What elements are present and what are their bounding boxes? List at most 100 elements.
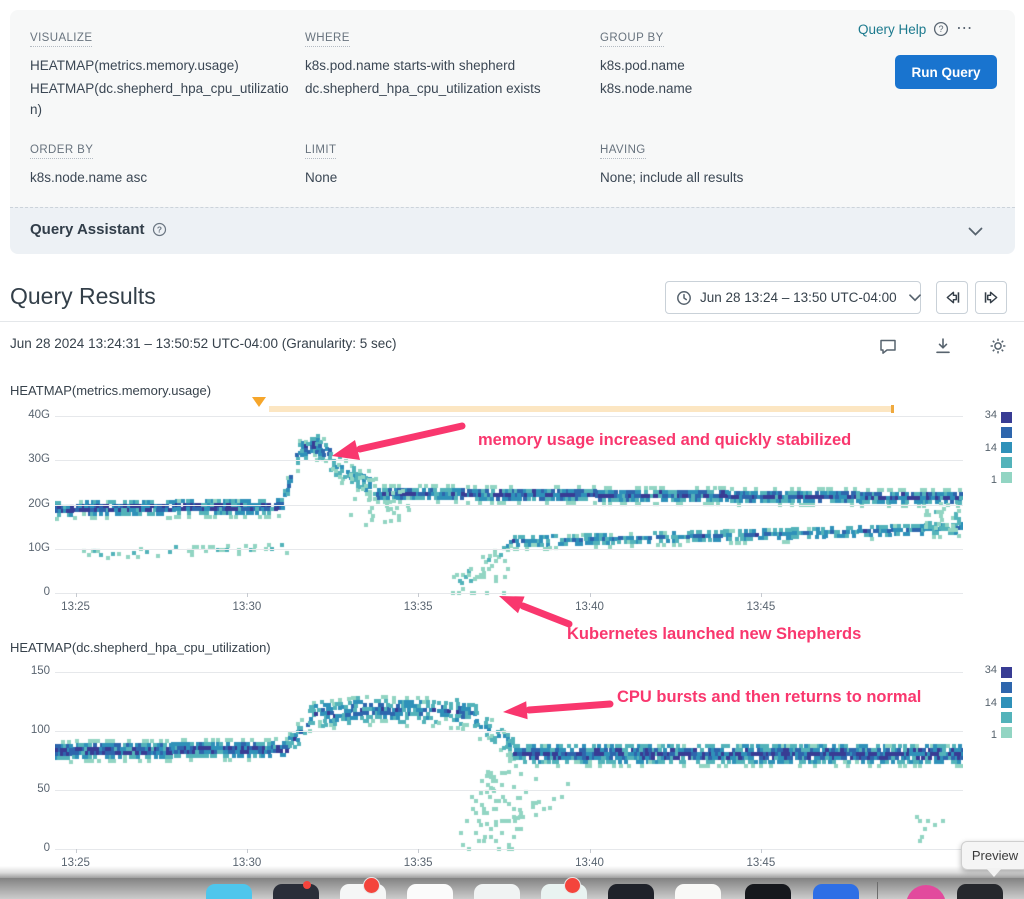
download-icon[interactable] xyxy=(933,336,953,356)
annotation-launch: Kubernetes launched new Shepherds xyxy=(567,625,862,643)
clock-icon xyxy=(676,290,692,306)
having-label: HAVING xyxy=(600,144,646,159)
visualize-item[interactable]: HEATMAP(dc.shepherd_hpa_cpu_utilization) xyxy=(30,81,289,117)
macos-dock xyxy=(0,877,1024,899)
annotation-arrow xyxy=(499,596,573,628)
time-marker-icon xyxy=(252,397,266,407)
help-circle-icon: ? xyxy=(152,222,167,237)
notification-badge xyxy=(303,881,311,889)
comment-icon[interactable] xyxy=(878,336,898,356)
y-tick-label: 40G xyxy=(28,409,50,421)
y-tick-label: 100 xyxy=(30,724,50,736)
annotation-memory: memory usage increased and quickly stabi… xyxy=(478,431,852,449)
heatmap-canvas-cpu[interactable] xyxy=(55,664,963,855)
dock-tooltip-pointer xyxy=(986,868,1002,877)
dock-app-icon[interactable] xyxy=(474,884,520,899)
dock-app-icon[interactable] xyxy=(813,884,859,899)
page-title: Query Results xyxy=(10,283,156,309)
divider xyxy=(0,321,1024,322)
query-builder-panel: VISUALIZE HEATMAP(metrics.memory.usage) … xyxy=(10,10,1015,254)
query-assistant-label: Query Assistant xyxy=(30,221,145,238)
time-range-selector[interactable]: Jun 28 13:24 – 13:50 UTC-04:00 xyxy=(665,281,921,314)
more-options-icon[interactable]: ⋯ xyxy=(956,20,974,37)
where-item[interactable]: dc.shepherd_hpa_cpu_utilization exists xyxy=(305,81,541,96)
legend-swatch xyxy=(1001,427,1012,438)
x-tick-label: 13:40 xyxy=(575,601,604,613)
order-by-section: ORDER BY k8s.node.name asc xyxy=(30,140,292,188)
legend-swatch xyxy=(1001,472,1012,483)
gear-icon[interactable] xyxy=(988,336,1008,356)
chart-title: HEATMAP(metrics.memory.usage) xyxy=(10,383,212,398)
heatmap-plot-cpu: 150 100 50 0 13:25 13:30 13:35 13:40 13:45 xyxy=(31,662,963,869)
dock-app-icon[interactable] xyxy=(273,884,319,899)
group-by-item[interactable]: k8s.pod.name xyxy=(600,58,685,73)
query-help-cluster: Query Help ? ⋯ xyxy=(858,21,973,37)
order-by-item[interactable]: k8s.node.name asc xyxy=(30,170,148,185)
gridline xyxy=(55,593,963,594)
y-tick-label: 150 xyxy=(30,665,50,677)
dock-app-icon[interactable] xyxy=(957,884,1003,899)
gridline xyxy=(55,731,963,732)
query-assistant-bar[interactable]: Query Assistant ? xyxy=(10,207,1015,254)
time-back-button[interactable] xyxy=(936,281,968,314)
legend-value: 14 xyxy=(984,697,997,709)
notification-badge xyxy=(564,877,581,894)
tick-mark xyxy=(246,849,248,853)
limit-item[interactable]: None xyxy=(305,170,338,185)
chevron-down-icon xyxy=(908,293,921,302)
limit-section: LIMIT None xyxy=(305,140,580,188)
gridline xyxy=(55,672,963,673)
dock-app-icon[interactable] xyxy=(608,884,654,899)
y-tick-label: 0 xyxy=(43,842,50,854)
chevron-down-icon[interactable] xyxy=(968,224,983,242)
x-tick-label: 13:30 xyxy=(232,601,262,613)
tick-mark xyxy=(246,593,248,597)
legend-swatch xyxy=(1001,727,1012,738)
query-help-link[interactable]: Query Help xyxy=(858,21,927,37)
heatmap-canvas-memory[interactable] xyxy=(55,408,963,597)
visualize-label: VISUALIZE xyxy=(30,32,93,47)
where-section: WHERE k8s.pod.name starts-with shepherd … xyxy=(305,28,580,99)
gridline xyxy=(55,416,963,417)
order-by-label: ORDER BY xyxy=(30,144,94,159)
arrow-right-from-bar-icon xyxy=(982,289,1001,306)
dock-app-icon[interactable] xyxy=(206,884,252,899)
gridline xyxy=(55,548,963,550)
legend-swatch xyxy=(1001,412,1012,423)
dock-app-icon[interactable] xyxy=(407,884,453,899)
heatmap-plot-memory: 40G 30G 20G 10G 0 13:25 13:30 13:35 13:40 13:45 xyxy=(28,397,963,613)
group-by-section: GROUP BY k8s.pod.name k8s.node.name xyxy=(600,28,850,99)
gridline xyxy=(55,790,963,791)
tick-mark xyxy=(760,593,762,597)
tick-mark xyxy=(75,849,77,853)
legend-swatch xyxy=(1001,682,1012,693)
having-item[interactable]: None; include all results xyxy=(600,170,744,185)
query-assistant-title: Query Assistant ? xyxy=(30,221,167,238)
tick-mark xyxy=(418,593,420,597)
run-query-button[interactable]: Run Query xyxy=(895,55,997,89)
time-forward-button[interactable] xyxy=(975,281,1007,314)
legend-value: 34 xyxy=(984,409,997,421)
legend-swatch xyxy=(1001,712,1012,723)
visualize-item[interactable]: HEATMAP(metrics.memory.usage) xyxy=(30,58,239,73)
legend-value: 1 xyxy=(990,729,997,741)
annotation-cpu: CPU bursts and then returns to normal xyxy=(617,688,922,706)
tick-mark xyxy=(589,593,591,597)
where-item[interactable]: k8s.pod.name starts-with shepherd xyxy=(305,58,516,73)
y-tick-label: 10G xyxy=(28,541,50,554)
dock-app-icon[interactable] xyxy=(675,884,721,899)
tick-mark xyxy=(75,593,77,597)
group-by-label: GROUP BY xyxy=(600,32,664,47)
dock-tooltip: Preview xyxy=(961,841,1024,870)
legend-swatch xyxy=(1001,667,1012,678)
legend-value: 14 xyxy=(984,442,997,454)
having-section: HAVING None; include all results xyxy=(600,140,850,188)
dock-app-icon[interactable] xyxy=(745,884,791,899)
y-tick-label: 0 xyxy=(43,586,50,598)
x-tick-label: 13:35 xyxy=(403,601,433,613)
dock-app-icon[interactable] xyxy=(906,885,946,899)
y-tick-label: 20G xyxy=(28,497,50,510)
group-by-item[interactable]: k8s.node.name xyxy=(600,81,693,96)
svg-text:?: ? xyxy=(939,24,944,34)
